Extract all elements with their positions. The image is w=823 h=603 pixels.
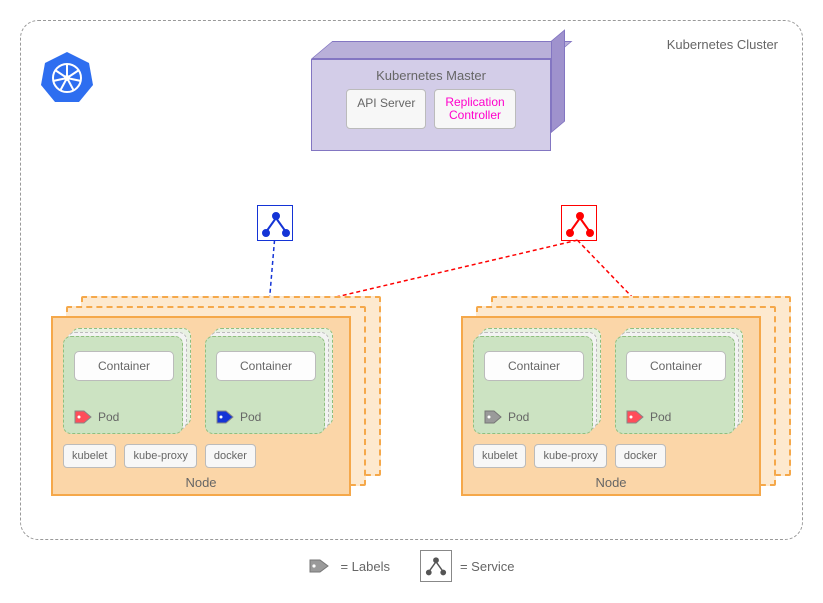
tag-icon <box>308 557 332 575</box>
tag-icon <box>626 409 646 425</box>
node-1: Container Pod Container Pod <box>51 296 381 496</box>
docker-box: docker <box>615 444 666 468</box>
container-box: Container <box>484 351 584 381</box>
api-server-box: API Server <box>346 89 426 129</box>
pod-text: Pod <box>650 410 671 424</box>
cluster-title: Kubernetes Cluster <box>667 37 778 52</box>
node-2: Container Pod Container Pod <box>461 296 791 496</box>
pod: Container Pod <box>615 328 743 434</box>
container-box: Container <box>626 351 726 381</box>
kubeproxy-box: kube-proxy <box>534 444 606 468</box>
legend: = Labels = Service <box>20 550 803 582</box>
replication-controller-box: Replication Controller <box>434 89 515 129</box>
node-title: Node <box>463 475 759 490</box>
master-box: Kubernetes Master API Server Replication… <box>311 41 551 151</box>
legend-labels-text: = Labels <box>340 559 390 574</box>
master-title: Kubernetes Master <box>312 60 550 89</box>
pod-text: Pod <box>98 410 119 424</box>
kubeproxy-box: kube-proxy <box>124 444 196 468</box>
service-icon <box>420 550 452 582</box>
tag-icon <box>216 409 236 425</box>
pod: Container Pod <box>473 328 601 434</box>
tag-icon <box>484 409 504 425</box>
legend-service-text: = Service <box>460 559 515 574</box>
kubelet-box: kubelet <box>63 444 116 468</box>
pod-text: Pod <box>508 410 529 424</box>
pod: Container Pod <box>205 328 333 434</box>
cluster-boundary: Kubernetes Cluster Kubernetes Master API… <box>20 20 803 540</box>
pod: Container Pod <box>63 328 191 434</box>
container-box: Container <box>216 351 316 381</box>
container-box: Container <box>74 351 174 381</box>
node-title: Node <box>53 475 349 490</box>
kubelet-box: kubelet <box>473 444 526 468</box>
tag-icon <box>74 409 94 425</box>
docker-box: docker <box>205 444 256 468</box>
service-icon-blue <box>257 205 293 241</box>
service-icon-red <box>561 205 597 241</box>
pod-text: Pod <box>240 410 261 424</box>
kubernetes-logo-icon <box>39 49 95 105</box>
